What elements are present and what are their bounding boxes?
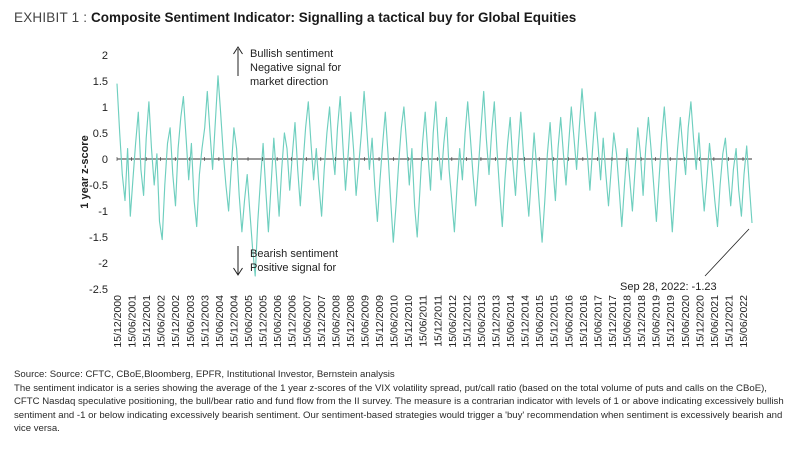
x-tick-label: 15/06/2016: [563, 295, 575, 348]
source-notes: Source: Source: CFTC, CBoE,Bloomberg, EP…: [14, 368, 786, 436]
y-tick-label: -0.5: [89, 180, 108, 192]
down-arrow-icon: [233, 267, 243, 276]
up-arrow-icon: [233, 46, 243, 55]
x-tick-label: 15/06/2013: [476, 295, 488, 348]
x-tick-label: 15/12/2001: [141, 295, 153, 348]
source-line: Source: Source: CFTC, CBoE,Bloomberg, EP…: [14, 369, 395, 380]
x-axis-ticks: 15/12/2000 15/06/2001 15/12/2001 15/06/2002…: [112, 157, 750, 348]
x-tick-label: 15/06/2012: [447, 295, 459, 348]
x-tick-label: 15/06/2019: [651, 295, 663, 348]
x-tick-label: 15/12/2003: [199, 295, 211, 348]
x-tick-label: 15/06/2010: [389, 295, 401, 348]
x-tick-label: 15/06/2002: [156, 295, 168, 348]
x-tick-label: 15/12/2006: [287, 295, 299, 348]
series-group: [116, 75, 753, 277]
callout-leader: [704, 228, 750, 277]
x-tick-label: 15/06/2017: [592, 295, 604, 348]
y-tick-label: 1.5: [93, 76, 108, 88]
bullish-annotation: Bullish sentiment Negative signal for ma…: [233, 46, 341, 88]
x-tick-label: 15/12/2007: [316, 295, 328, 348]
x-tick-label: 15/06/2015: [534, 295, 546, 348]
y-tick-label: 0.5: [93, 128, 108, 140]
x-tick-label: 15/06/2004: [214, 295, 226, 348]
x-tick-label: 15/12/2017: [607, 295, 619, 348]
x-tick-label: 15/06/2001: [127, 295, 139, 348]
y-tick-label: -2: [98, 258, 108, 270]
x-tick-label: 15/12/2019: [665, 295, 677, 348]
x-tick-label: 15/12/2016: [578, 295, 590, 348]
y-axis-label: 1 year z-score: [79, 135, 91, 208]
x-tick-label: 15/06/2021: [709, 295, 721, 348]
bearish-annotation: Bearish sentiment Positive signal for: [233, 246, 338, 276]
sentiment-chart: 2 1.5 1 0.5 0 -0.5 -1 -1.5 -2 -2.5 1 year z-score…: [79, 46, 753, 348]
x-tick-label: 15/06/2009: [360, 295, 372, 348]
bearish-line-2: Positive signal for: [250, 262, 337, 274]
x-tick-label: 15/12/2018: [636, 295, 648, 348]
y-axis-ticks: 2 1.5 1 0.5 0 -0.5 -1 -1.5 -2 -2.5: [89, 50, 108, 296]
callout-label: Sep 28, 2022: -1.23: [620, 281, 717, 293]
x-tick-label: 15/12/2011: [432, 295, 444, 347]
y-tick-label: 2: [102, 50, 108, 62]
x-tick-label: 15/12/2013: [491, 295, 503, 348]
x-tick-label: 15/12/2002: [170, 295, 182, 348]
bullish-line-3: market direction: [250, 76, 328, 88]
x-tick-label: 15/12/2005: [258, 295, 270, 348]
x-tick-label: 15/12/2008: [345, 295, 357, 348]
bullish-line-2: Negative signal for: [250, 62, 341, 74]
x-tick-label: 15/12/2010: [403, 295, 415, 348]
exhibit-label: EXHIBIT 1 :: [14, 10, 88, 25]
y-tick-label: 1: [102, 102, 108, 114]
x-tick-label: 15/12/2014: [520, 295, 532, 348]
x-tick-label: 15/06/2011: [418, 295, 430, 347]
y-tick-label: -2.5: [89, 284, 108, 296]
sentiment-series-line: [116, 75, 753, 277]
x-tick-label: 15/06/2014: [505, 295, 517, 348]
bullish-line-1: Bullish sentiment: [250, 48, 333, 60]
x-tick-label: 15/12/2009: [374, 295, 386, 348]
y-tick-label: -1: [98, 206, 108, 218]
x-tick-label: 15/12/2000: [112, 295, 124, 348]
chart-title: Composite Sentiment Indicator: Signallin…: [91, 10, 577, 25]
x-tick-label: 15/06/2007: [301, 295, 313, 348]
y-tick-label: 0: [102, 154, 108, 166]
x-tick-label: 15/06/2008: [330, 295, 342, 348]
bearish-line-1: Bearish sentiment: [250, 248, 338, 260]
x-tick-label: 15/06/2005: [243, 295, 255, 348]
x-tick-label: 15/06/2020: [680, 295, 692, 348]
source-description: The sentiment indicator is a series show…: [14, 382, 784, 435]
x-tick-label: 15/12/2004: [229, 295, 241, 348]
x-tick-label: 15/12/2021: [723, 295, 735, 348]
x-tick-label: 15/12/2020: [694, 295, 706, 348]
x-tick-label: 15/06/2018: [622, 295, 634, 348]
exhibit-title: EXHIBIT 1 : Composite Sentiment Indicato…: [14, 10, 794, 25]
x-tick-label: 15/06/2022: [738, 295, 750, 348]
x-tick-label: 15/06/2003: [185, 295, 197, 348]
y-tick-label: -1.5: [89, 232, 108, 244]
x-tick-label: 15/06/2006: [272, 295, 284, 348]
x-tick-label: 15/12/2012: [461, 295, 473, 348]
x-tick-label: 15/12/2015: [549, 295, 561, 348]
